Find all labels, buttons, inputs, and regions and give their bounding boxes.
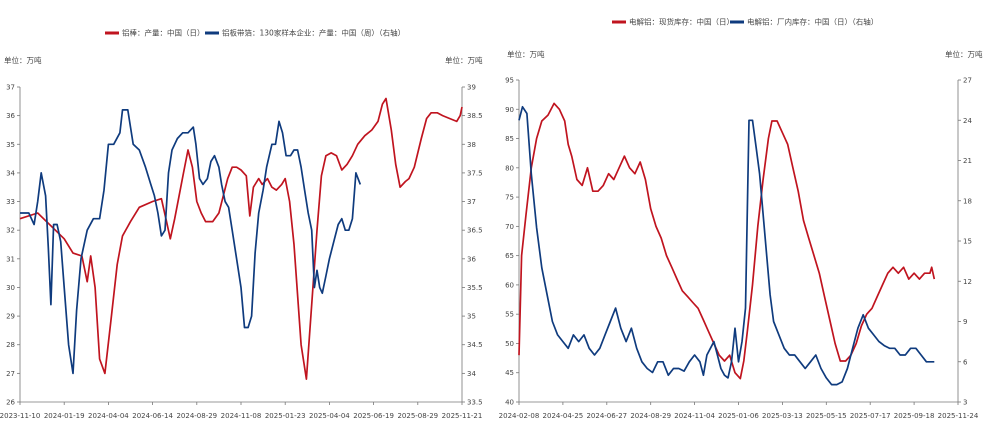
x-tick-label: 2024-11-04: [674, 412, 715, 420]
x-tick-label: 2024-04-25: [543, 412, 584, 420]
x-tick-label: 2025-03-13: [762, 412, 803, 420]
legend-label-2: 电解铝：厂内库存：中国（日）（右轴）: [747, 17, 878, 27]
right-tick-label: 34.5: [467, 341, 483, 349]
legend-label-1: 铝棒：产量：中国（日）: [122, 28, 205, 38]
left-tick-label: 33: [6, 198, 15, 206]
x-tick-label: 2024-08-29: [176, 412, 217, 420]
left-tick-label: 50: [505, 340, 514, 348]
left-tick-label: 90: [505, 106, 514, 114]
series-line-2: [518, 105, 935, 386]
right-tick-label: 18: [963, 197, 972, 205]
left-tick-label: 36: [6, 112, 15, 120]
left-tick-label: 30: [6, 284, 15, 292]
left-tick-label: 65: [505, 252, 514, 260]
left-tick-label: 45: [505, 369, 514, 377]
right-tick-label: 36: [467, 255, 476, 263]
left-tick-label: 37: [6, 84, 15, 92]
series-line-2: [20, 109, 362, 375]
left-tick-label: 31: [6, 255, 15, 263]
left-tick-label: 55: [505, 311, 514, 319]
left-tick-label: 75: [505, 194, 514, 202]
right-tick-label: 38.5: [467, 112, 483, 120]
x-tick-label: 2025-08-29: [397, 412, 438, 420]
x-tick-label: 2025-04-04: [309, 412, 350, 420]
left-tick-label: 95: [505, 77, 514, 85]
x-tick-label: 2024-02-08: [499, 412, 540, 420]
right-tick-label: 37: [467, 198, 476, 206]
x-tick-label: 2024-06-27: [586, 412, 627, 420]
x-tick-label: 2024-06-14: [132, 412, 173, 420]
legend-label-1: 电解铝：现货库存：中国（日）: [629, 17, 734, 27]
right-tick-label: 6: [963, 358, 968, 366]
x-tick-label: 2023-11-10: [0, 412, 40, 420]
right-tick-label: 37.5: [467, 169, 483, 177]
right-tick-label: 39: [467, 84, 476, 92]
x-tick-label: 2025-09-18: [894, 412, 935, 420]
left-tick-label: 80: [505, 164, 514, 172]
right-tick-label: 34: [467, 370, 476, 378]
right-tick-label: 35: [467, 313, 476, 321]
x-tick-label: 2025-07-17: [850, 412, 891, 420]
right-tick-label: 15: [963, 238, 972, 246]
right-tick-label: 24: [963, 117, 972, 125]
left-tick-label: 32: [6, 227, 15, 235]
x-tick-label: 2024-04-04: [88, 412, 129, 420]
right-tick-label: 33.5: [467, 399, 483, 407]
x-tick-label: 2025-11-21: [442, 412, 483, 420]
left-tick-label: 34: [6, 169, 15, 177]
left-tick-label: 85: [505, 135, 514, 143]
left-tick-label: 40: [505, 399, 514, 407]
legend-label-2: 铝板带箔：130家样本企业：产量：中国（周）（右轴）: [222, 28, 405, 38]
x-tick-label: 2025-01-23: [265, 412, 306, 420]
x-tick-label: 2024-01-19: [44, 412, 85, 420]
right-unit-label: 单位：万吨: [945, 49, 983, 59]
left-tick-label: 60: [505, 281, 514, 289]
left-tick-label: 35: [6, 141, 15, 149]
left-tick-label: 70: [505, 223, 514, 231]
right-tick-label: 3: [963, 399, 967, 407]
right-tick-label: 9: [963, 318, 967, 326]
right-tick-label: 21: [963, 157, 972, 165]
x-tick-label: 2025-01-06: [718, 412, 759, 420]
left-tick-label: 27: [6, 370, 15, 378]
right-unit-label: 单位：万吨: [445, 55, 483, 65]
x-tick-label: 2024-11-08: [221, 412, 262, 420]
left-tick-label: 26: [6, 399, 15, 407]
series-line-1: [19, 97, 463, 380]
left-tick-label: 29: [6, 313, 15, 321]
x-tick-label: 2025-06-19: [353, 412, 394, 420]
right-tick-label: 35.5: [467, 284, 483, 292]
right-tick-label: 12: [963, 278, 972, 286]
left-unit-label: 单位：万吨: [4, 55, 42, 65]
right-tick-label: 36.5: [467, 227, 483, 235]
left-tick-label: 28: [6, 341, 15, 349]
right-tick-label: 38: [467, 141, 476, 149]
x-tick-label: 2024-08-29: [630, 412, 671, 420]
left-unit-label: 单位：万吨: [507, 49, 545, 59]
x-tick-label: 2025-05-15: [806, 412, 847, 420]
right-tick-label: 27: [963, 77, 972, 85]
x-tick-label: 2025-11-24: [938, 412, 979, 420]
series-line-1: [518, 102, 936, 380]
